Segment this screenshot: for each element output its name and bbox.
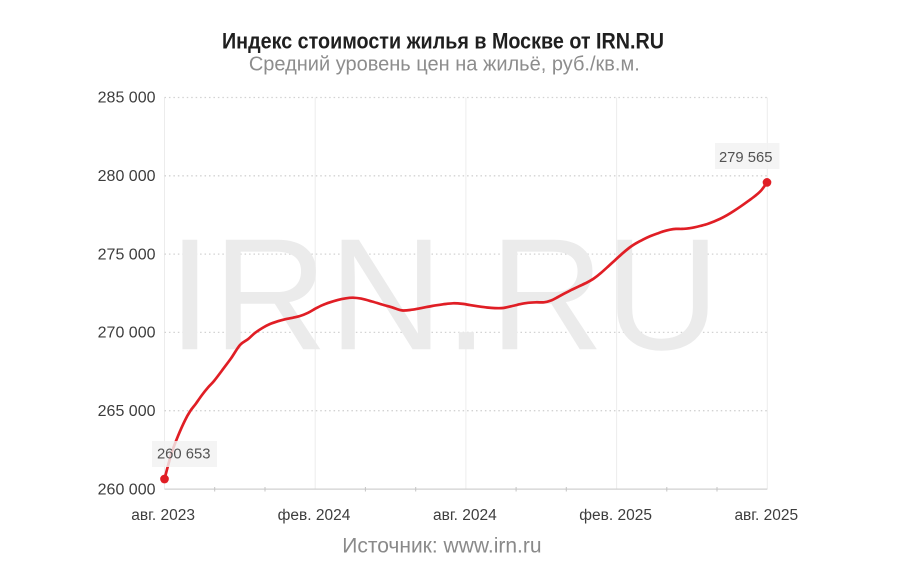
svg-text:275 000: 275 000	[98, 246, 156, 263]
svg-text:285 000: 285 000	[98, 90, 156, 107]
svg-text:авг. 2024: авг. 2024	[433, 507, 497, 524]
svg-text:авг. 2023: авг. 2023	[131, 507, 195, 524]
svg-text:IRN.RU: IRN.RU	[168, 205, 721, 383]
svg-text:авг. 2025: авг. 2025	[734, 507, 798, 524]
svg-text:Индекс стоимости жилья в Москв: Индекс стоимости жилья в Москве от IRN.R…	[222, 29, 664, 54]
svg-text:Источник: www.irn.ru: Источник: www.irn.ru	[342, 535, 541, 558]
svg-text:Средний уровень цен на жильё,: Средний уровень цен на жильё, руб./кв.м.	[249, 54, 640, 76]
svg-text:фев. 2024: фев. 2024	[278, 507, 351, 524]
svg-text:265 000: 265 000	[98, 403, 156, 420]
svg-text:фев. 2025: фев. 2025	[579, 507, 652, 524]
svg-text:260 653: 260 653	[157, 447, 211, 463]
svg-text:280 000: 280 000	[98, 168, 156, 185]
svg-text:279 565: 279 565	[719, 150, 773, 166]
svg-text:270 000: 270 000	[98, 325, 156, 342]
svg-text:260 000: 260 000	[98, 481, 156, 498]
